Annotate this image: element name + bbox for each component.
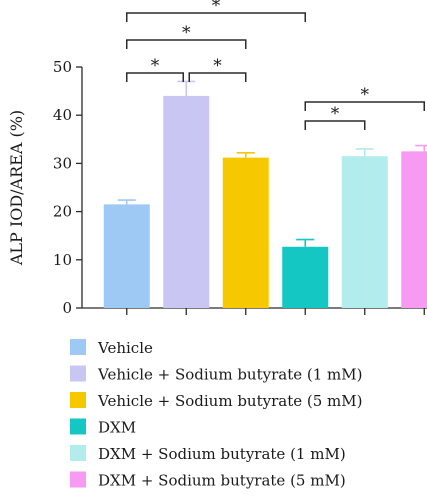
y-tick-label: 20 xyxy=(53,203,72,221)
legend-label-5: DXM + Sodium butyrate (1 mM) xyxy=(98,445,346,463)
significance-star-3: * xyxy=(182,23,191,43)
significance-bracket-6 xyxy=(304,101,425,111)
bar-2 xyxy=(163,95,210,308)
significance-bracket-2 xyxy=(188,72,247,82)
y-tick-label: 50 xyxy=(53,58,72,76)
legend-swatch-1 xyxy=(70,339,86,355)
y-tick-label: 10 xyxy=(53,251,72,269)
significance-star-4: * xyxy=(212,0,221,16)
legend-label-3: Vehicle + Sodium butyrate (5 mM) xyxy=(97,392,362,410)
legend-label-4: DXM xyxy=(98,419,136,437)
error-bars xyxy=(117,80,427,247)
bars xyxy=(103,95,427,308)
legend-label-1: Vehicle xyxy=(97,339,153,357)
bar-6 xyxy=(401,151,427,308)
legend-swatch-4 xyxy=(70,418,86,435)
significance-star-5: * xyxy=(331,104,340,124)
legend-swatch-5 xyxy=(70,445,86,461)
y-tick-label: 0 xyxy=(62,299,72,317)
y-tick-label: 30 xyxy=(53,154,72,172)
significance-star-6: * xyxy=(361,85,370,105)
significance-bracket-5 xyxy=(304,120,366,130)
significance-bracket-4 xyxy=(126,12,306,22)
bar-1 xyxy=(103,204,150,308)
legend-swatch-6 xyxy=(70,471,86,488)
y-axis-title: ALP IOD/AREA (%) xyxy=(7,110,26,266)
bar-5 xyxy=(341,156,388,308)
legend-label-6: DXM + Sodium butyrate (5 mM) xyxy=(98,472,346,490)
legend-swatch-2 xyxy=(70,365,86,382)
y-tick-label: 40 xyxy=(53,106,72,124)
significance-brackets: * * * * * * xyxy=(126,0,425,130)
significance-bracket-3 xyxy=(126,39,247,49)
legend: Vehicle Vehicle + Sodium butyrate (1 mM) V… xyxy=(70,339,362,490)
significance-star-2: * xyxy=(213,56,222,76)
significance-bracket-1 xyxy=(126,72,184,82)
x-axis xyxy=(82,307,427,315)
bar-4 xyxy=(282,246,329,308)
bar-3 xyxy=(222,157,269,308)
y-axis: 0 10 20 30 40 50 ALP IOD/AREA (%) xyxy=(7,58,83,317)
significance-star-1: * xyxy=(151,56,160,76)
legend-label-2: Vehicle + Sodium butyrate (1 mM) xyxy=(97,366,362,384)
legend-swatch-3 xyxy=(70,392,86,408)
